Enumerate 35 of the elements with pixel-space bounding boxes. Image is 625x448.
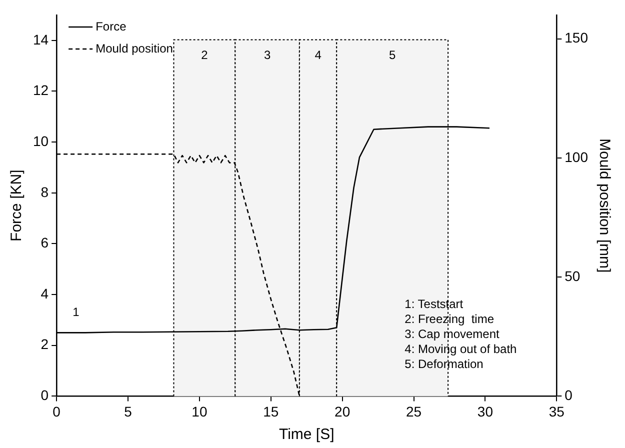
- x-tick-label: 0: [52, 403, 61, 420]
- y-tick-label: 4: [40, 285, 49, 302]
- annotation: 1: Teststart: [404, 297, 464, 312]
- annotation: 5: Deformation: [404, 357, 484, 372]
- y-tick-label: 0: [40, 387, 49, 404]
- annotation: 3: Cap movement: [404, 327, 500, 342]
- band-label: 2: [201, 48, 208, 62]
- x-tick-label: 5: [124, 403, 132, 420]
- legend-label: Force: [96, 19, 127, 34]
- x-axis-title: Time [S]: [278, 426, 334, 444]
- y-axis-title: Force [KN]: [8, 170, 26, 242]
- y-tick-label: 8: [40, 184, 49, 200]
- y-tick-label: 2: [40, 336, 49, 352]
- legend-label: Mould position: [96, 41, 173, 56]
- x-tick-label: 30: [477, 403, 494, 420]
- band-label: 5: [388, 48, 396, 62]
- y2-axis-title: Mould position [mm]: [596, 138, 613, 273]
- y-tick-label: 10: [32, 132, 49, 149]
- x-tick-label: 25: [406, 403, 422, 420]
- band-label: 3: [264, 48, 271, 62]
- y2-tick-label: 150: [564, 30, 588, 46]
- x-tick-label: 10: [192, 403, 208, 420]
- band-label: 4: [314, 48, 322, 62]
- x-tick-label: 15: [263, 403, 279, 420]
- y2-tick-label: 100: [564, 148, 588, 165]
- y-tick-label: 14: [32, 31, 49, 48]
- annotation: 1: [72, 305, 80, 320]
- x-tick-label: 35: [548, 403, 565, 420]
- annotation: 4: Moving out of bath: [404, 342, 517, 356]
- y2-tick-label: 50: [564, 268, 580, 284]
- annotation: 2: Freezing time: [404, 312, 494, 326]
- y-tick-label: 12: [32, 82, 49, 98]
- x-tick-label: 20: [334, 403, 350, 420]
- y2-tick-label: 0: [564, 387, 573, 404]
- y-tick-label: 6: [40, 234, 49, 251]
